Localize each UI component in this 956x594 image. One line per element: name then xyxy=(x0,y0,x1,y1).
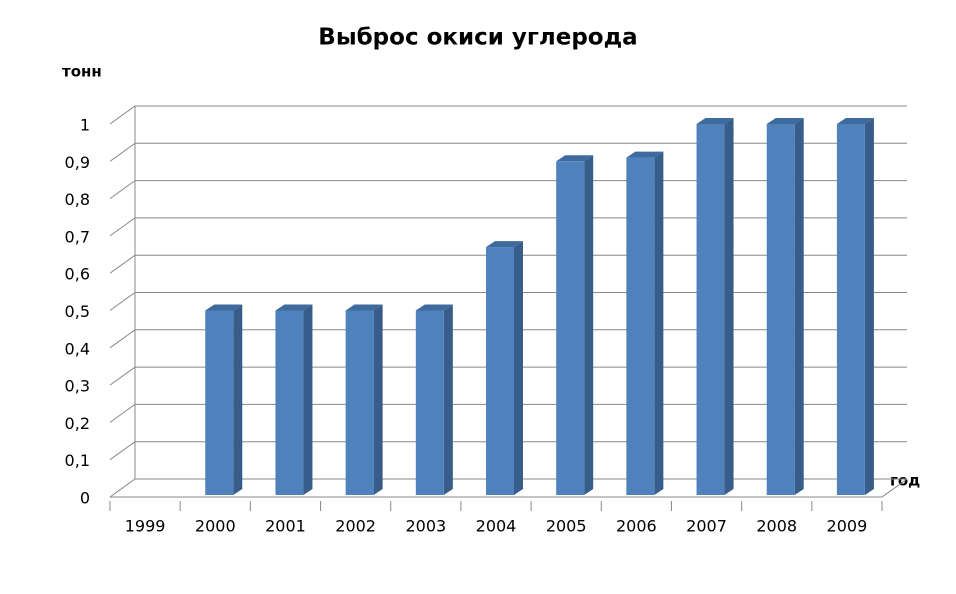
y-tick-label: 0,9 xyxy=(65,153,90,172)
y-tick-label: 1 xyxy=(80,116,90,135)
bar xyxy=(836,124,865,495)
x-tick-label: 2000 xyxy=(195,517,236,536)
grid-line xyxy=(109,292,136,311)
x-tick-label: 2001 xyxy=(265,517,306,536)
y-tick-label: 0,6 xyxy=(65,265,90,284)
y-tick-label: 0,1 xyxy=(65,451,90,470)
bar-side xyxy=(794,118,804,495)
bar xyxy=(486,247,514,495)
bar xyxy=(415,310,444,495)
grid-line xyxy=(109,366,136,386)
bar-side xyxy=(443,304,453,495)
grid-line xyxy=(109,329,136,349)
bar-top xyxy=(275,304,313,311)
x-tick-label: 2002 xyxy=(335,517,376,536)
bar xyxy=(626,157,655,495)
bar xyxy=(556,161,585,496)
chart-title: Выброс окиси углерода xyxy=(318,25,637,51)
grid-line xyxy=(109,142,136,162)
bar-top xyxy=(556,155,594,162)
bar xyxy=(696,124,725,495)
grid-line xyxy=(109,441,136,461)
y-tick-label: 0,5 xyxy=(65,302,90,321)
y-tick-label: 0 xyxy=(80,489,90,508)
bar-top xyxy=(486,241,523,248)
bar-top xyxy=(696,118,734,124)
x-tick-label: 2007 xyxy=(686,517,727,536)
bar-side xyxy=(514,241,523,495)
bar-top xyxy=(345,304,383,311)
x-tick-label: 2006 xyxy=(616,517,657,536)
bar-side xyxy=(584,155,594,496)
bar-side xyxy=(654,151,664,495)
x-tick-label: 2005 xyxy=(546,517,587,536)
y-tick-label: 0,4 xyxy=(65,339,90,358)
y-tick-label: 0,2 xyxy=(65,414,90,433)
bar-side xyxy=(864,118,874,495)
bar-side xyxy=(724,118,734,495)
x-tick-label: 2004 xyxy=(476,517,517,536)
x-tick-label: 2008 xyxy=(756,517,797,536)
bar-top xyxy=(626,151,664,158)
x-tick-label: 2003 xyxy=(405,517,446,536)
bar-side xyxy=(303,304,313,495)
bar xyxy=(275,310,304,495)
x-tick-label: 1999 xyxy=(125,517,166,536)
bar xyxy=(345,310,374,495)
bar-top xyxy=(415,304,453,311)
bar-side xyxy=(373,304,383,495)
x-tick-label: 2009 xyxy=(827,517,868,536)
y-tick-label: 0,3 xyxy=(65,377,90,396)
bar-top xyxy=(205,304,243,311)
y-tick-label: 0,7 xyxy=(65,227,90,246)
bar-top xyxy=(766,118,804,124)
grid-line xyxy=(109,254,136,274)
bar xyxy=(766,124,795,495)
axis-line xyxy=(881,478,908,498)
y-axis-label: тонн xyxy=(62,63,102,81)
grid-line xyxy=(109,180,136,200)
y-tick-label: 0,8 xyxy=(65,190,90,209)
bar-top xyxy=(836,118,874,124)
grid-line xyxy=(109,478,136,498)
bar xyxy=(205,310,234,495)
grid-line xyxy=(109,403,136,423)
grid-line xyxy=(109,105,136,125)
grid-line xyxy=(109,217,136,237)
bar-side xyxy=(233,304,243,495)
